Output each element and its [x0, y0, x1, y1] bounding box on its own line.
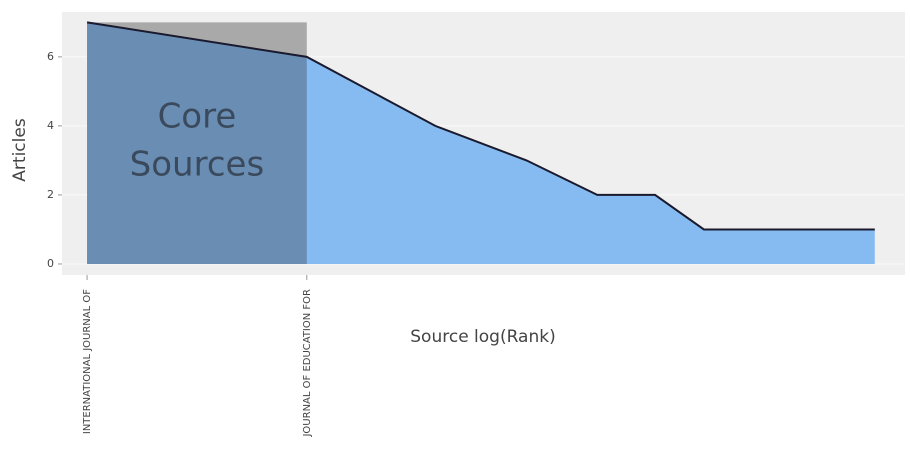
x-tick-label: JOURNAL OF EDUCATION FOR	[302, 289, 313, 438]
core-zone	[87, 22, 307, 264]
y-axis-label: Articles	[10, 118, 30, 182]
y-tick-label: 4	[47, 119, 54, 132]
core-label: Core	[158, 97, 237, 137]
y-tick-label: 0	[47, 257, 54, 270]
x-axis-label: Source log(Rank)	[410, 327, 555, 347]
y-tick-label: 2	[47, 188, 54, 201]
line	[86, 21, 875, 231]
y-tick-label: 6	[47, 50, 54, 63]
x-tick-label: INTERNATIONAL JOURNAL OF	[82, 289, 93, 434]
core-label: Sources	[130, 145, 265, 185]
